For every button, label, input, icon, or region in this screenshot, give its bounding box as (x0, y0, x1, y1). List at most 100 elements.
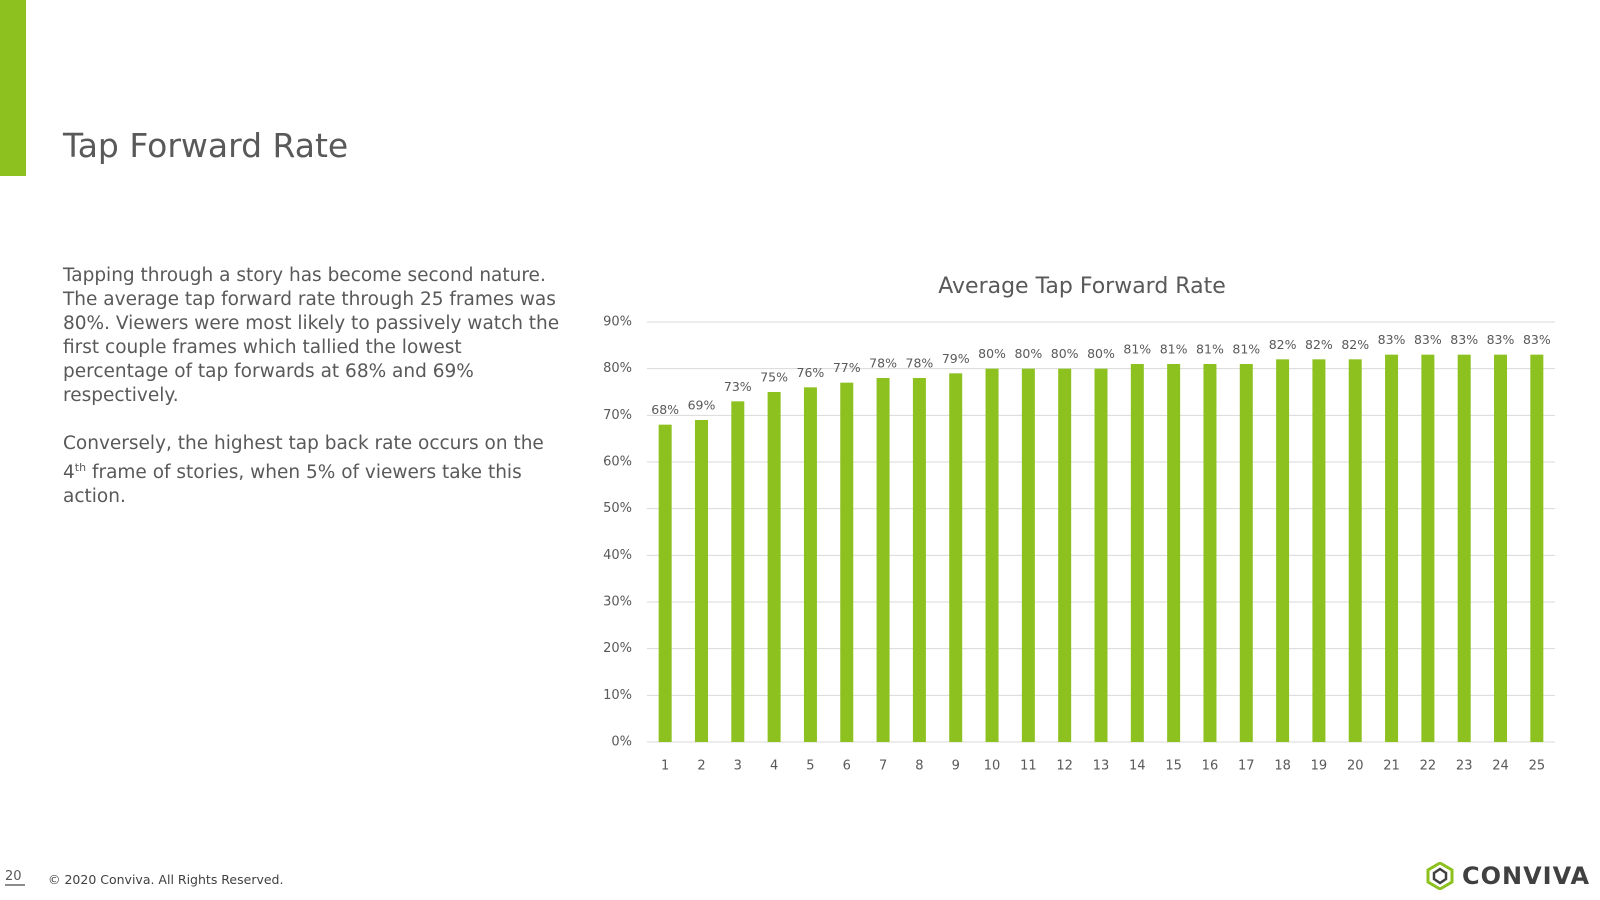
chart-title: Average Tap Forward Rate (938, 274, 1225, 299)
logo-icon (1426, 862, 1454, 890)
data-label: 78% (869, 356, 897, 371)
data-label: 80% (1087, 346, 1115, 361)
x-tick-label: 3 (734, 759, 742, 774)
bar (1348, 359, 1362, 742)
data-label: 80% (978, 346, 1006, 361)
x-tick-label: 15 (1165, 759, 1182, 774)
data-label: 68% (651, 402, 679, 417)
x-tick-label: 10 (984, 759, 1001, 774)
data-label: 82% (1269, 337, 1297, 352)
y-tick-label: 90% (603, 315, 632, 330)
data-label: 77% (833, 360, 861, 375)
bar (1130, 364, 1144, 742)
chart: Average Tap Forward Rate 0% 10% 20% 30% 40% 5… (603, 274, 1555, 774)
data-label: 81% (1196, 342, 1224, 357)
bar (876, 378, 890, 742)
bar (1203, 364, 1217, 742)
x-tick-label: 17 (1238, 759, 1255, 774)
x-tick-label: 21 (1383, 759, 1400, 774)
x-tick-label: 18 (1274, 759, 1291, 774)
bar (985, 368, 999, 742)
data-label: 83% (1378, 332, 1406, 347)
data-label: 83% (1414, 332, 1442, 347)
bar (1385, 354, 1399, 742)
bar (658, 424, 672, 742)
x-tick-label: 25 (1529, 759, 1546, 774)
bar (767, 392, 781, 742)
bar (1457, 354, 1471, 742)
x-tick-label: 22 (1420, 759, 1437, 774)
x-tick-label: 16 (1202, 759, 1219, 774)
bar (1021, 368, 1035, 742)
page-number: 20 (5, 869, 25, 886)
y-tick-label: 70% (603, 408, 632, 423)
x-tick-label: 6 (843, 759, 851, 774)
data-label: 82% (1305, 337, 1333, 352)
data-label: 78% (906, 356, 934, 371)
x-tick-label: 5 (806, 759, 814, 774)
bar (1239, 364, 1253, 742)
data-label: 81% (1123, 342, 1151, 357)
x-tick-label: 7 (879, 759, 887, 774)
data-label: 83% (1523, 332, 1551, 347)
x-tick-label: 8 (915, 759, 923, 774)
x-tick-label: 4 (770, 759, 778, 774)
slide-title: Tap Forward Rate (63, 126, 349, 165)
y-tick-label: 0% (611, 735, 632, 750)
bar (803, 387, 817, 742)
copyright: © 2020 Conviva. All Rights Reserved. (48, 872, 284, 887)
x-tick-label: 9 (952, 759, 960, 774)
x-tick-label: 23 (1456, 759, 1473, 774)
bar (1276, 359, 1290, 742)
data-label: 79% (942, 351, 970, 366)
bar (1421, 354, 1435, 742)
x-tick-label: 20 (1347, 759, 1364, 774)
data-label: 83% (1450, 332, 1478, 347)
data-label: 81% (1232, 342, 1260, 357)
data-label: 82% (1341, 337, 1369, 352)
y-tick-label: 60% (603, 455, 632, 470)
bar (694, 420, 708, 742)
bar (1167, 364, 1181, 742)
y-tick-label: 30% (603, 595, 632, 610)
bar (1312, 359, 1326, 742)
x-tick-label: 24 (1492, 759, 1509, 774)
x-tick-label: 1 (661, 759, 669, 774)
bar (912, 378, 926, 742)
bar (1530, 354, 1544, 742)
x-tick-label: 12 (1056, 759, 1073, 774)
data-label: 76% (797, 365, 825, 380)
accent-bar (0, 0, 26, 176)
x-tick-label: 2 (697, 759, 705, 774)
logo: CONVIVA (1426, 862, 1590, 890)
y-tick-label: 20% (603, 641, 632, 656)
y-tick-label: 10% (603, 688, 632, 703)
data-label: 80% (1051, 346, 1079, 361)
body-text: Tapping through a story has become secon… (63, 264, 563, 533)
data-label: 80% (1014, 346, 1042, 361)
data-label: 75% (760, 370, 788, 385)
x-tick-label: 11 (1020, 759, 1037, 774)
bar (949, 373, 963, 742)
paragraph: Tapping through a story has become secon… (63, 265, 560, 406)
superscript: th (74, 461, 87, 474)
x-tick-label: 19 (1311, 759, 1328, 774)
bar (1058, 368, 1072, 742)
data-label: 83% (1487, 332, 1515, 347)
text: Conversely, the highest tap back rate oc… (63, 433, 544, 484)
x-tick-label: 13 (1093, 759, 1110, 774)
data-label: 69% (688, 398, 716, 413)
y-tick-label: 50% (603, 501, 632, 516)
paragraph: Conversely, the highest tap back rate oc… (63, 432, 563, 509)
bar (1094, 368, 1108, 742)
data-label: 81% (1160, 342, 1188, 357)
y-tick-label: 80% (603, 361, 632, 376)
data-label: 73% (724, 379, 752, 394)
bar (840, 382, 854, 742)
text: frame of stories, when 5% of viewers tak… (63, 462, 522, 508)
logo-text: CONVIVA (1462, 862, 1591, 890)
bar (1494, 354, 1508, 742)
y-tick-label: 40% (603, 548, 632, 563)
x-tick-label: 14 (1129, 759, 1146, 774)
